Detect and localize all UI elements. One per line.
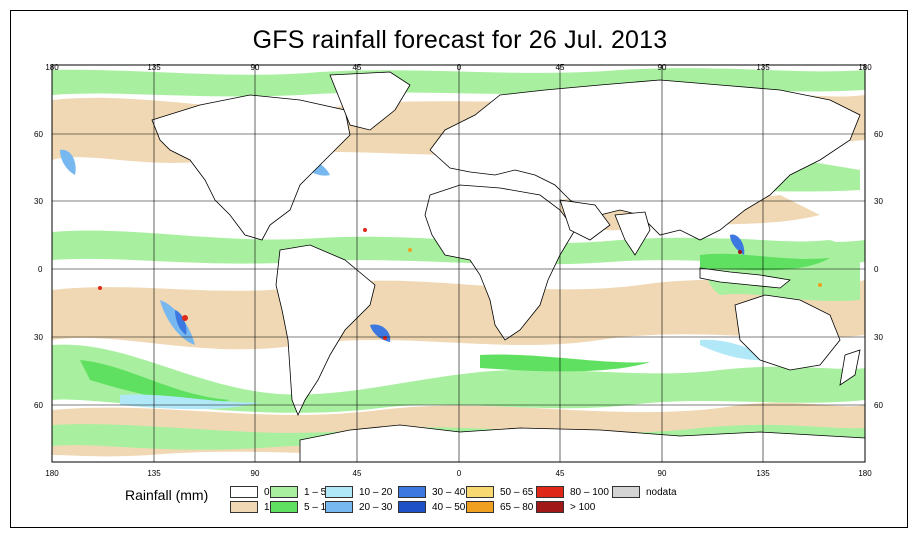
legend-item-4: 10 – 20	[325, 485, 392, 499]
legend-swatch	[325, 486, 353, 498]
legend-label: 5 – 10	[304, 501, 332, 513]
bottom-label-90e: 90	[658, 469, 667, 478]
legend-item-5: 20 – 30	[325, 500, 392, 514]
legend-title: Rainfall (mm)	[125, 487, 209, 503]
graticule	[51, 64, 866, 463]
legend-item-1: 1	[230, 500, 270, 514]
left-label-30n: 30	[34, 197, 43, 206]
legend-swatch	[230, 486, 258, 498]
legend-swatch	[536, 486, 564, 498]
legend-swatch	[536, 501, 564, 513]
bottom-axis-labels: 180 135 90 45 0 45 90 135 180	[45, 469, 872, 478]
legend-label: 20 – 30	[359, 501, 393, 513]
australia-outline	[734, 294, 841, 371]
legend-label: nodata	[646, 486, 677, 498]
legend-swatch	[270, 501, 298, 513]
arabia-outline	[559, 199, 611, 241]
legend-label: 30 – 40	[432, 486, 466, 498]
coastlines	[151, 71, 866, 463]
legend-label: 0	[264, 486, 270, 498]
right-label-30n: 30	[874, 197, 883, 206]
legend-label: 65 – 80	[500, 501, 534, 513]
bottom-label-0: 0	[457, 469, 462, 478]
bottom-label-135w: 135	[147, 469, 161, 478]
top-label-180w: 180	[45, 63, 59, 72]
legend-swatch	[230, 501, 258, 513]
legend-swatch	[466, 501, 494, 513]
legend-label: 80 – 100	[570, 486, 609, 498]
right-label-0: 0	[874, 265, 879, 274]
top-label-90e: 90	[658, 63, 667, 72]
legend-item-7: 40 – 50	[398, 500, 465, 514]
right-label-30s: 30	[874, 333, 883, 342]
legend-item-2: 1 – 5	[270, 485, 326, 499]
legend-swatch	[466, 486, 494, 498]
legend-item-6: 30 – 40	[398, 485, 465, 499]
right-label-60n: 60	[874, 130, 883, 139]
legend-item-9: 65 – 80	[466, 500, 533, 514]
figure-frame	[10, 10, 908, 528]
right-axis-labels: 60 30 0 30 60	[874, 130, 883, 410]
legend-swatch	[612, 486, 640, 498]
right-label-60s: 60	[874, 401, 883, 410]
top-axis-labels: 180 135 90 45 0 45 90 135 180	[45, 63, 872, 72]
legend-item-3: 5 – 10	[270, 500, 332, 514]
top-label-135w: 135	[147, 63, 161, 72]
legend-swatch	[398, 501, 426, 513]
legend-item-11: > 100	[536, 500, 595, 514]
left-label-0: 0	[38, 265, 43, 274]
legend-label: 50 – 65	[500, 486, 534, 498]
bottom-label-180w: 180	[45, 469, 59, 478]
new-zealand-outline	[839, 349, 861, 386]
left-axis-labels: 60 30 0 30 60	[34, 130, 43, 410]
legend-swatch	[325, 501, 353, 513]
bottom-label-180e: 180	[858, 469, 872, 478]
legend-item-12: nodata	[612, 485, 677, 499]
bottom-label-135e: 135	[756, 469, 770, 478]
left-label-60n: 60	[34, 130, 43, 139]
legend-label: 40 – 50	[432, 501, 466, 513]
legend-label: 10 – 20	[359, 486, 393, 498]
left-label-60s: 60	[34, 401, 43, 410]
bottom-label-90w: 90	[251, 469, 260, 478]
india-outline	[614, 211, 651, 256]
legend-item-10: 80 – 100	[536, 485, 609, 499]
greenland-outline	[329, 71, 411, 131]
legend-swatch	[270, 486, 298, 498]
north-america-outline	[151, 94, 351, 241]
top-label-180e: 180	[858, 63, 872, 72]
top-label-135e: 135	[756, 63, 770, 72]
legend-label: 1 – 5	[304, 486, 327, 498]
eurasia-outline	[429, 79, 861, 241]
legend-item-0: 0	[230, 485, 270, 499]
legend-swatch	[398, 486, 426, 498]
legend-label: 1	[264, 501, 270, 513]
legend-item-8: 50 – 65	[466, 485, 533, 499]
bottom-label-45w: 45	[353, 469, 362, 478]
indonesia-outline	[699, 267, 791, 289]
africa-outline	[424, 184, 576, 341]
top-label-0: 0	[457, 63, 462, 72]
map-title: GFS rainfall forecast for 26 Jul. 2013	[252, 26, 668, 54]
left-label-30s: 30	[34, 333, 43, 342]
top-label-90w: 90	[251, 63, 260, 72]
bottom-label-45e: 45	[556, 469, 565, 478]
south-america-outline	[275, 244, 376, 417]
top-label-45w: 45	[353, 63, 362, 72]
top-label-45e: 45	[556, 63, 565, 72]
legend-label: > 100	[570, 501, 596, 513]
